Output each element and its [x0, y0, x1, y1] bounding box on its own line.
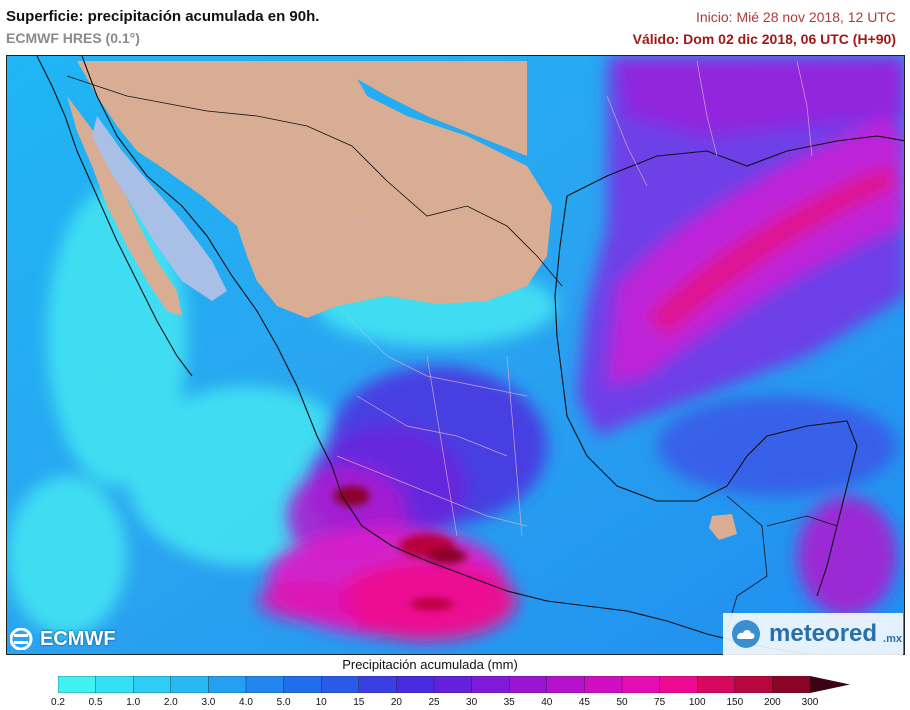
- meteored-logo-text: meteored: [769, 620, 878, 647]
- dry-land: [67, 61, 737, 540]
- legend-swatch: [621, 676, 661, 693]
- legend-label: 5.0: [276, 697, 291, 708]
- legend-swatch: [546, 676, 586, 693]
- legend-swatch: [132, 676, 172, 693]
- ecmwf-logo-icon: [10, 628, 33, 650]
- legend-swatch: [509, 676, 548, 693]
- legend-label: 2.0: [163, 697, 178, 708]
- legend-label: 10: [315, 697, 327, 708]
- legend-label: 30: [466, 697, 478, 708]
- legend-label: 100: [688, 697, 706, 708]
- model-label: ECMWF HRES (0.1°): [6, 30, 140, 46]
- legend-label: 300: [801, 697, 819, 708]
- legend-swatch: [245, 676, 285, 693]
- legend-swatch: [471, 676, 510, 693]
- ecmwf-logo: ECMWF: [10, 626, 116, 652]
- legend-label: 40: [541, 697, 553, 708]
- precip-southeast: [657, 396, 897, 616]
- country-borders: [66, 75, 838, 632]
- precip-central-mexico: [287, 366, 547, 566]
- legend-label: 35: [503, 697, 515, 708]
- legend-swatch: [396, 676, 435, 693]
- legend-label: 1.0: [126, 697, 141, 708]
- map-title: Superficie: precipitación acumulada en 9…: [6, 8, 320, 25]
- legend-label: 50: [616, 697, 628, 708]
- legend-label: 75: [654, 697, 666, 708]
- legend-swatch: [659, 676, 698, 693]
- legend-label: 0.5: [88, 697, 103, 708]
- cloud-icon: [732, 620, 760, 648]
- legend-label: 15: [353, 697, 365, 708]
- legend-label: 25: [428, 697, 440, 708]
- precip-gulf-band: [577, 56, 904, 436]
- ecmwf-logo-text: ECMWF: [40, 627, 116, 650]
- gulf-of-california: [92, 116, 227, 301]
- legend-label: 20: [390, 697, 402, 708]
- legend-swatch: [772, 676, 811, 693]
- legend-colorbar: [58, 676, 850, 693]
- legend-labels: 0.2 0.5 1.0 2.0 3.0 4.0 5.0 10 15 20 25 30 35 40 45 50 7…: [51, 697, 858, 709]
- legend-swatch: [321, 676, 360, 693]
- legend-swatch: [170, 676, 210, 693]
- legend-label: 4.0: [239, 697, 253, 708]
- legend-swatch: [734, 676, 774, 693]
- legend-swatch: [208, 676, 247, 693]
- legend-arrow-icon: [810, 676, 850, 693]
- legend-label: 150: [726, 697, 744, 708]
- legend-swatch: [697, 676, 736, 693]
- precip-peak-cores: [334, 486, 467, 610]
- coastlines: [36, 56, 904, 654]
- state-borders: [286, 60, 813, 537]
- legend-title: Precipitación acumulada (mm): [342, 657, 518, 672]
- legend-swatch: [95, 676, 134, 693]
- meteored-logo: meteored .mx: [723, 613, 903, 655]
- legend-label: 0.2: [51, 697, 65, 708]
- valid-time: Válido: Dom 02 dic 2018, 06 UTC (H+90): [632, 31, 896, 47]
- legend-label: 3.0: [201, 697, 216, 708]
- legend-swatch: [58, 676, 97, 693]
- legend-swatch: [584, 676, 623, 693]
- precipitation-map: [6, 55, 905, 655]
- legend-label: 45: [578, 697, 590, 708]
- legend-swatch: [283, 676, 322, 693]
- meteored-logo-suffix: .mx: [883, 633, 903, 645]
- legend-label: 200: [764, 697, 781, 708]
- legend-swatch: [358, 676, 398, 693]
- legend-swatch: [433, 676, 473, 693]
- init-time: Inicio: Mié 28 nov 2018, 12 UTC: [696, 9, 896, 25]
